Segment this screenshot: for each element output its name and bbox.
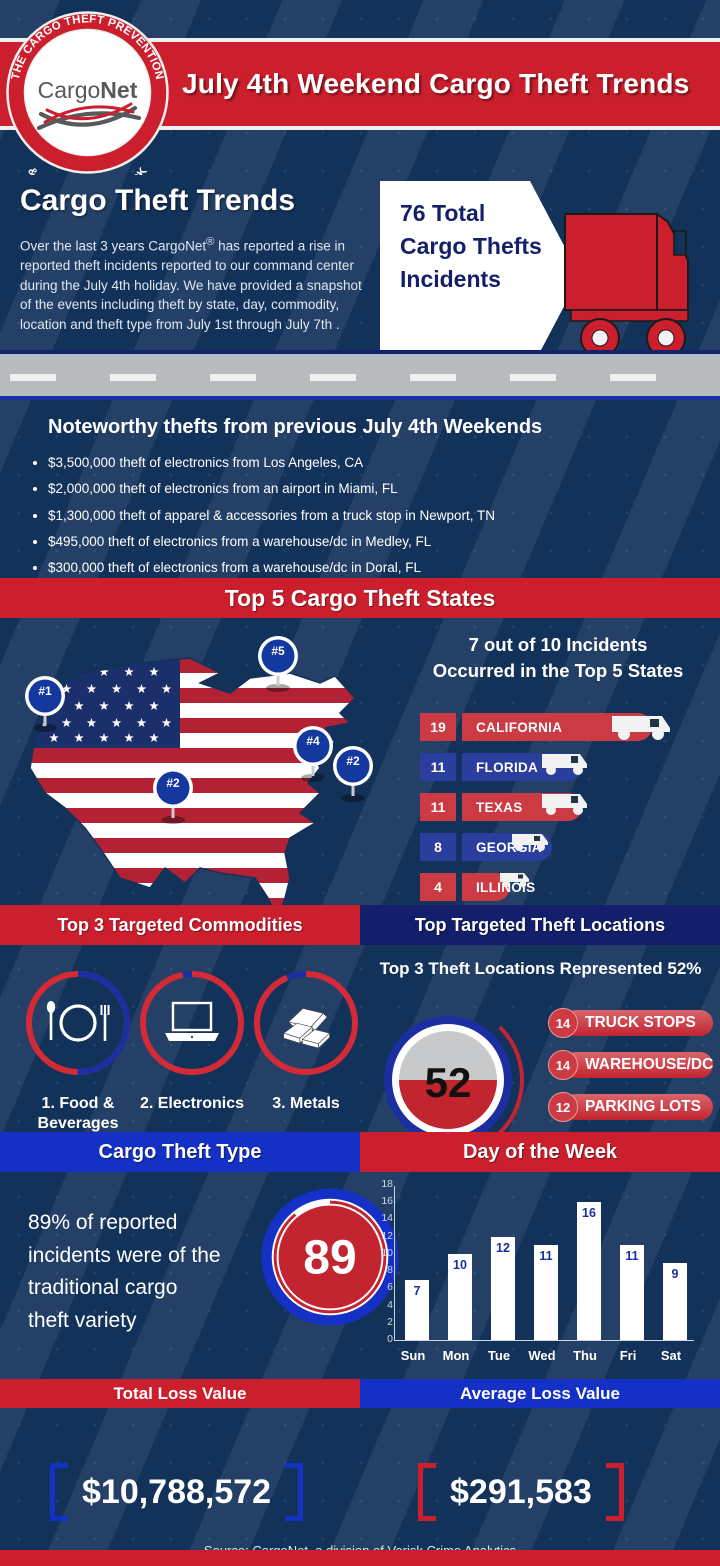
svg-text:CargoNet: CargoNet [38, 77, 138, 103]
svg-text:52: 52 [425, 1059, 472, 1106]
svg-text:76 Total: 76 Total [400, 200, 485, 226]
svg-text:Incidents: Incidents [400, 266, 501, 292]
svg-text:Cargo Thefts: Cargo Thefts [400, 233, 542, 259]
svg-text:89: 89 [303, 1232, 356, 1285]
